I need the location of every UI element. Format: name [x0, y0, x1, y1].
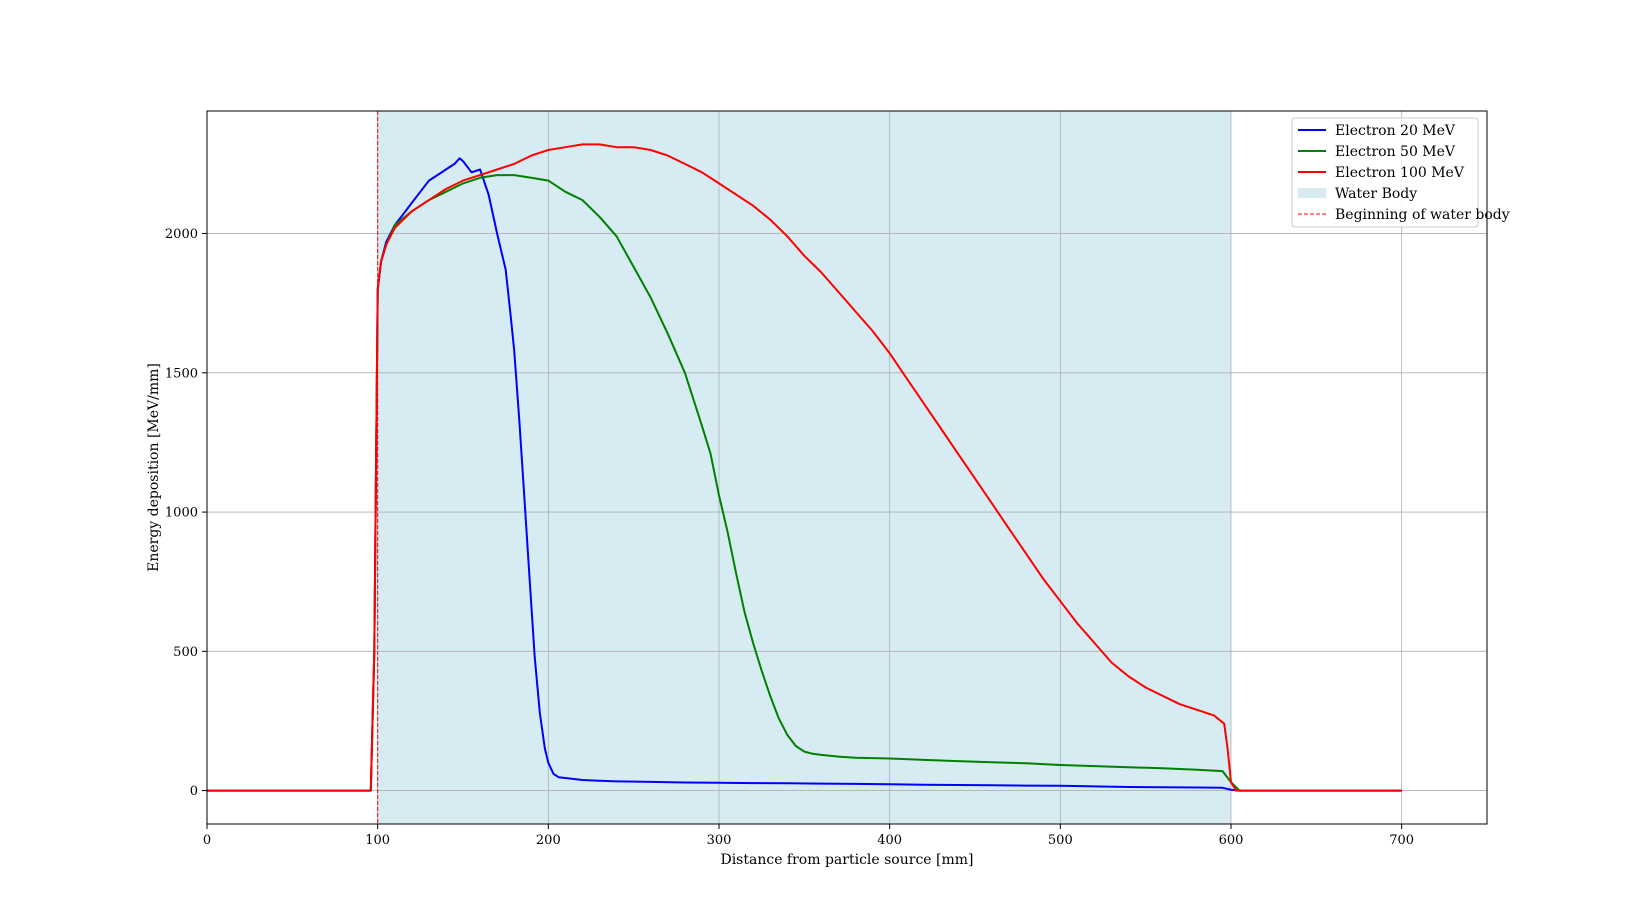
y-tick-label: 1500 [165, 366, 198, 381]
y-tick-label: 500 [173, 645, 198, 660]
legend-item-50mev: Electron 50 MeV [1298, 144, 1456, 160]
water-body-region [377, 111, 1232, 824]
y-tick-label: 1000 [165, 506, 198, 521]
series-group [207, 143, 1402, 792]
x-tick-label: 400 [877, 833, 902, 848]
legend-item-20mev: Electron 20 MeV [1298, 123, 1456, 139]
x-axis-label: Distance from particle source [mm] [720, 852, 973, 868]
x-tick-label: 300 [707, 833, 732, 848]
series-line-2 [207, 143, 1402, 792]
y-tick-label: 2000 [165, 227, 198, 242]
legend-label-water-body: Water Body [1335, 186, 1417, 202]
legend-item-water-body: Water Body [1298, 186, 1417, 202]
x-axis-ticks: 0 100 200 300 400 500 600 700 [203, 824, 1414, 848]
legend-label-water-start: Beginning of water body [1335, 207, 1510, 223]
legend-label-20mev: Electron 20 MeV [1335, 123, 1456, 139]
x-tick-label: 600 [1219, 833, 1244, 848]
y-axis-label: Energy deposition [MeV/mm] [146, 363, 162, 572]
legend-item-water-start: Beginning of water body [1298, 207, 1510, 223]
y-tick-label: 0 [190, 784, 198, 799]
series-line-1 [207, 174, 1402, 792]
plot-border [206, 110, 1488, 825]
legend-label-50mev: Electron 50 MeV [1335, 144, 1456, 160]
water-body-span [377, 111, 1232, 824]
series-line-0 [207, 157, 1402, 792]
y-axis-ticks: 0 500 1000 1500 2000 [165, 227, 207, 799]
legend-box [1291, 117, 1479, 228]
legend-label-100mev: Electron 100 MeV [1335, 165, 1465, 181]
x-tick-label: 500 [1048, 833, 1073, 848]
x-tick-label: 0 [203, 833, 211, 848]
x-tick-label: 100 [365, 833, 390, 848]
x-tick-label: 200 [536, 833, 561, 848]
plot-frame [206, 110, 1488, 825]
legend-swatch-water-body [1298, 188, 1326, 198]
legend-item-100mev: Electron 100 MeV [1298, 165, 1465, 181]
legend: Electron 20 MeV Electron 50 MeV Electron… [1291, 117, 1510, 228]
x-tick-label: 700 [1389, 833, 1414, 848]
